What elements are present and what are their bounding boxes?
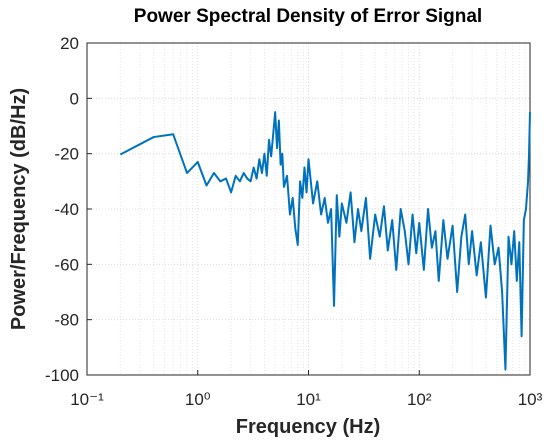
- y-tick-label: 20: [60, 34, 79, 53]
- y-tick-label: 0: [70, 89, 79, 108]
- y-tick-label: -40: [54, 200, 79, 219]
- plot-frame: [86, 42, 531, 376]
- x-axis-label: Frequency (Hz): [236, 416, 380, 438]
- data-line: [119, 111, 531, 371]
- x-tick-label: 10⁻¹: [70, 390, 104, 409]
- x-tick-label: 10¹: [296, 390, 321, 409]
- y-tick-label: -80: [54, 311, 79, 330]
- x-tick-label: 10³: [518, 390, 543, 409]
- chart-title: Power Spectral Density of Error Signal: [134, 6, 482, 27]
- x-tick-label: 10⁰: [185, 390, 211, 409]
- y-tick-label: -100: [45, 366, 79, 385]
- y-tick-label: -20: [54, 145, 79, 164]
- y-axis-label: Power/Frequency (dB/Hz): [8, 88, 30, 330]
- x-tick-label: 10²: [407, 390, 432, 409]
- y-tick-label: -60: [54, 255, 79, 274]
